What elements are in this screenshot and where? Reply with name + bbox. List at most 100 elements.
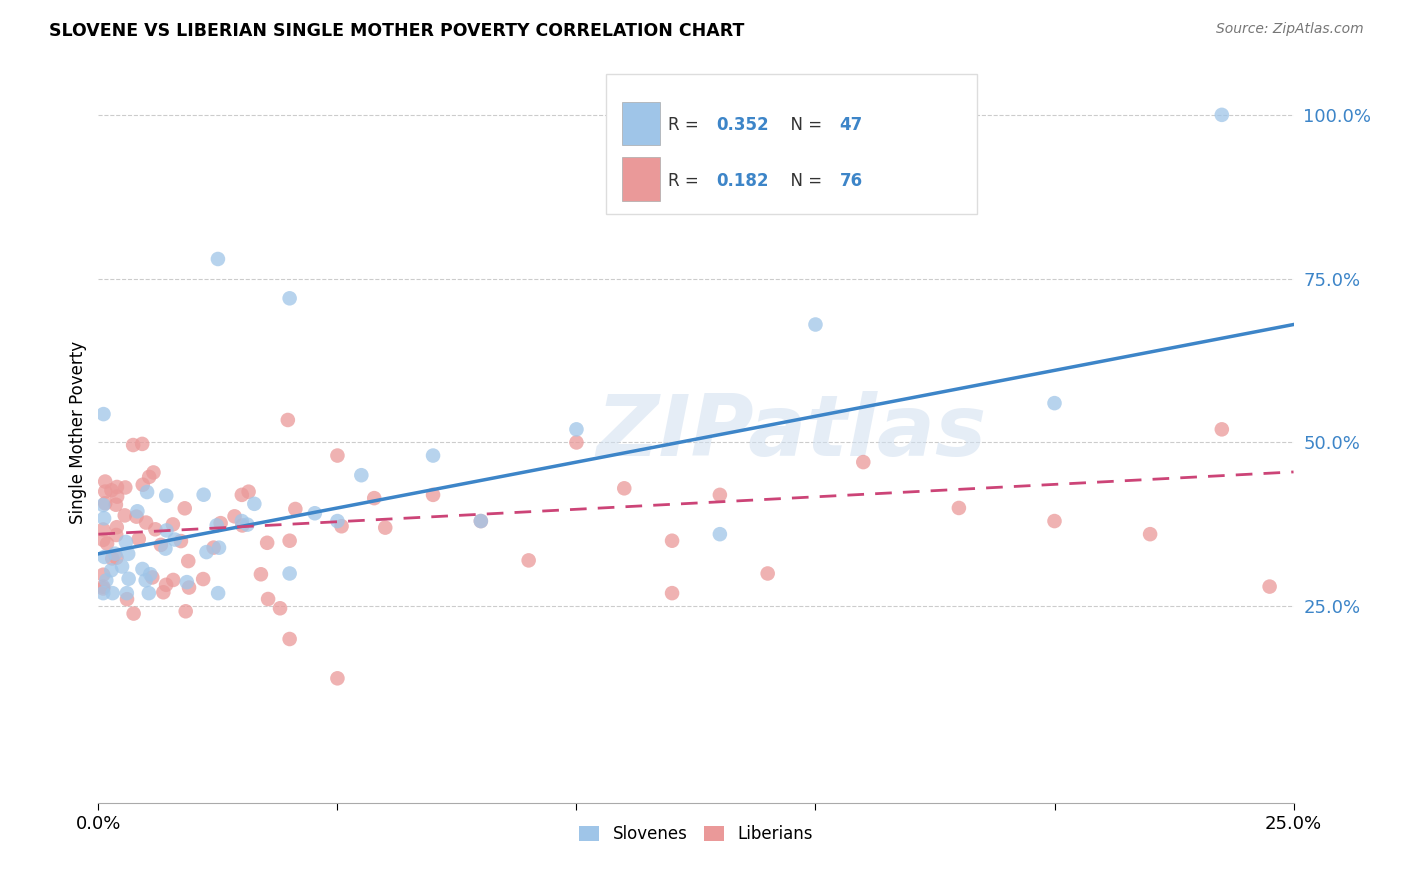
Point [127, 504, 149, 518]
Point [191, 572, 214, 586]
Point [122, 607, 145, 621]
FancyBboxPatch shape [621, 157, 661, 201]
Point [1043, 396, 1066, 410]
Point [756, 566, 779, 581]
Point [1043, 514, 1066, 528]
Point [139, 567, 162, 582]
Point [93, 407, 115, 421]
Point [422, 449, 444, 463]
Point [100, 563, 122, 577]
FancyBboxPatch shape [621, 102, 661, 145]
Point [115, 535, 138, 549]
Point [278, 533, 301, 548]
Point [326, 449, 349, 463]
Point [117, 547, 139, 561]
Point [105, 550, 128, 565]
Point [91, 580, 114, 594]
Point [326, 514, 349, 528]
Point [207, 252, 229, 266]
Point [207, 586, 229, 600]
Point [105, 528, 128, 542]
Point [91, 567, 114, 582]
Point [231, 514, 253, 528]
Point [104, 498, 127, 512]
Point [163, 533, 186, 547]
Point [243, 497, 266, 511]
Point [470, 514, 492, 528]
Point [177, 554, 200, 568]
Point [131, 437, 153, 451]
Point [250, 567, 273, 582]
Point [193, 488, 215, 502]
Text: 76: 76 [839, 172, 862, 190]
Point [709, 527, 731, 541]
Point [91, 586, 114, 600]
Point [174, 604, 197, 618]
Text: N =: N = [780, 172, 827, 190]
Point [208, 541, 231, 555]
Text: SLOVENE VS LIBERIAN SINGLE MOTHER POVERTY CORRELATION CHART: SLOVENE VS LIBERIAN SINGLE MOTHER POVERT… [49, 22, 745, 40]
Point [136, 485, 159, 500]
Point [122, 438, 145, 452]
Point [224, 509, 246, 524]
Text: 0.352: 0.352 [716, 116, 769, 135]
Text: N =: N = [780, 116, 827, 135]
Point [101, 586, 124, 600]
Point [257, 592, 280, 607]
Point [209, 516, 232, 530]
Point [152, 585, 174, 599]
Point [105, 490, 128, 504]
Point [269, 601, 291, 615]
Point [115, 586, 138, 600]
Text: R =: R = [668, 116, 704, 135]
Point [1139, 527, 1161, 541]
Point [94, 484, 117, 499]
Point [117, 572, 139, 586]
Point [105, 480, 128, 494]
Point [131, 562, 153, 576]
Point [284, 502, 307, 516]
Point [155, 489, 177, 503]
Text: 47: 47 [839, 116, 863, 135]
Point [661, 533, 683, 548]
Point [661, 586, 683, 600]
Point [93, 549, 115, 564]
Point [114, 508, 136, 523]
Point [114, 481, 136, 495]
Point [135, 574, 157, 588]
Point [162, 573, 184, 587]
Text: Source: ZipAtlas.com: Source: ZipAtlas.com [1216, 22, 1364, 37]
Point [91, 498, 114, 512]
Point [170, 534, 193, 549]
Point [104, 547, 127, 561]
Point [363, 491, 385, 505]
Point [138, 470, 160, 484]
Point [565, 435, 588, 450]
Point [138, 586, 160, 600]
Point [195, 545, 218, 559]
Point [278, 291, 301, 305]
Legend: Slovenes, Liberians: Slovenes, Liberians [572, 819, 820, 850]
Text: R =: R = [668, 172, 704, 190]
Point [231, 518, 253, 533]
Text: ZIPatlas: ZIPatlas [596, 391, 987, 475]
Point [91, 533, 114, 547]
Point [304, 506, 326, 520]
Point [470, 514, 492, 528]
Point [565, 422, 588, 436]
Point [330, 519, 353, 533]
Point [804, 318, 827, 332]
FancyBboxPatch shape [606, 73, 977, 214]
Point [111, 559, 134, 574]
Point [278, 632, 301, 646]
Point [143, 522, 166, 536]
Point [115, 592, 138, 607]
Point [141, 570, 163, 584]
Point [93, 511, 115, 525]
Point [238, 484, 260, 499]
Point [101, 551, 124, 566]
Point [236, 517, 259, 532]
Point [128, 532, 150, 546]
Point [205, 518, 228, 533]
Point [177, 581, 200, 595]
